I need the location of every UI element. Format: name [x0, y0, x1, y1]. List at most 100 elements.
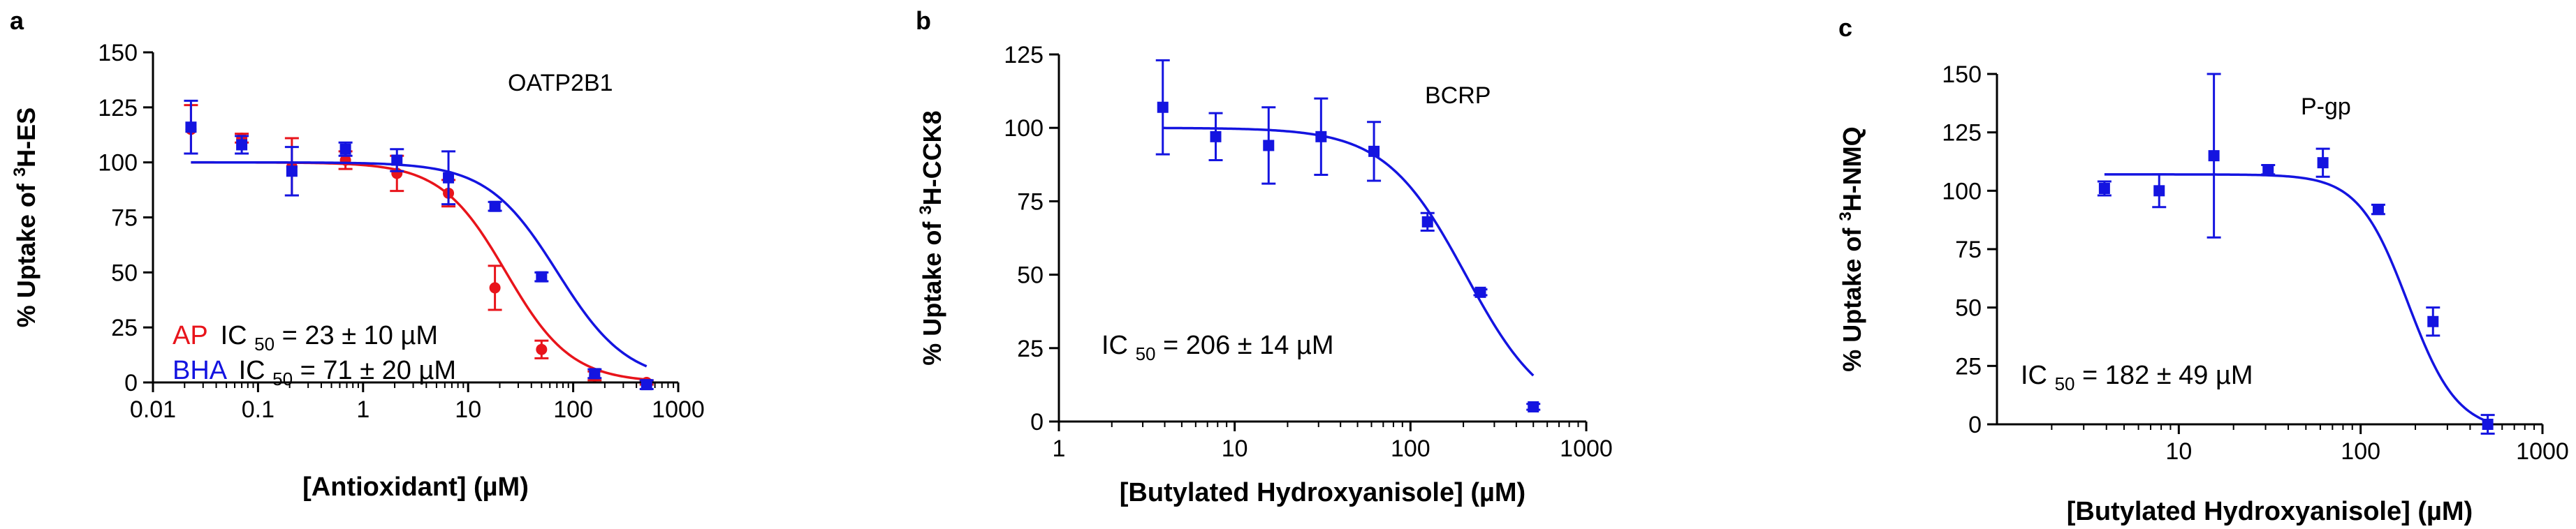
data-point	[2153, 185, 2165, 197]
fit-curve	[2104, 173, 2489, 423]
data-point	[1263, 140, 1275, 151]
ic50-value: = 23 ± 10 µM	[282, 321, 438, 350]
chart-3: 0 25 50 75 100 125 150 10 100 1000 [Butylated Hydr…	[1836, 61, 2569, 526]
y-axis-title-part: H-ES	[12, 107, 41, 167]
y-axis-title-part: % Uptake of	[1838, 221, 1866, 372]
data-point	[236, 139, 248, 151]
y-axis-title-superscript: 3	[1836, 211, 1855, 221]
data-point	[1315, 131, 1327, 142]
panel-annotation: P-gp	[2301, 94, 2351, 120]
data-point	[2262, 164, 2274, 176]
x-tick-label: 1000	[652, 396, 705, 423]
data-point	[536, 271, 548, 283]
y-tick-label: 75	[1017, 188, 1044, 215]
ic50-value: = 206 ± 14 µM	[1163, 331, 1334, 360]
y-tick-label: 25	[111, 315, 138, 341]
chart-2: 0 25 50 75 100 125 1 10 100 1000 [Butylated Hydrox…	[916, 42, 1613, 507]
series-bha	[184, 99, 654, 391]
x-tick-label: 0.01	[130, 396, 176, 423]
y-tick-label: 0	[1968, 412, 1982, 438]
ic50-value: = 71 ± 20 µM	[300, 356, 456, 385]
panel-letter: a	[10, 6, 24, 35]
data-point	[2098, 182, 2110, 194]
data-point	[489, 282, 501, 294]
data-point	[2317, 157, 2329, 169]
x-tick-label: 1000	[2516, 438, 2569, 465]
y-axis-title-part: H-NMQ	[1838, 126, 1866, 211]
data-point	[339, 143, 351, 155]
data-point	[1210, 131, 1222, 142]
y-tick-label: 50	[111, 260, 138, 286]
fit-curve	[191, 161, 647, 368]
y-tick-label: 100	[98, 150, 138, 177]
data-point	[1421, 216, 1433, 228]
ic50-value: = 182 ± 49 µM	[2082, 361, 2253, 390]
ic50-ic: IC	[239, 356, 265, 385]
y-tick-label: 150	[1942, 61, 1982, 88]
x-tick-label: 1	[356, 396, 369, 423]
panel-c: c P-gp IC 50 = 182 ± 49 µM	[1838, 13, 2351, 396]
ic50-label: BHA	[173, 356, 228, 385]
data-point	[2372, 204, 2384, 216]
ic50-subscript: 50	[2055, 373, 2075, 394]
data-point	[185, 121, 197, 133]
x-axis-title: [Butylated Hydroxyanisole] (µM)	[2067, 497, 2473, 526]
y-tick-label: 75	[1955, 237, 1982, 263]
x-tick-label: 0.1	[242, 396, 275, 423]
panel-letter: b	[916, 6, 931, 35]
y-tick-label: 0	[1030, 409, 1044, 435]
series-bha	[1155, 59, 1541, 412]
data-point	[2482, 419, 2494, 430]
data-point	[2208, 150, 2220, 162]
x-axis-title: [Antioxidant] (µM)	[302, 472, 529, 502]
y-tick-label: 125	[1004, 42, 1044, 68]
y-axis-title-superscript: 3	[10, 167, 29, 177]
series-bha	[2097, 73, 2495, 435]
y-tick-label: 100	[1942, 178, 1982, 204]
ic50-line: BHA IC 50 = 71 ± 20 µM	[173, 356, 456, 392]
x-tick-label: 10	[2165, 438, 2192, 465]
data-point	[2427, 315, 2439, 327]
data-point	[536, 343, 548, 355]
svg-text:IC 50 = 206 ±: IC 50 = 206 ± 14 µM	[1102, 331, 1334, 366]
svg-text:BHA IC 50: BHA IC 50 = 71 ± 20 µM	[173, 356, 456, 392]
y-axis-title: % Uptake of 3H-CCK8	[916, 110, 946, 365]
data-point	[589, 368, 601, 380]
y-axis-title-part: H-CCK8	[918, 110, 946, 205]
y-tick-label: 50	[1017, 262, 1044, 289]
x-tick-label: 100	[2341, 438, 2380, 465]
x-tick-label: 100	[1391, 435, 1430, 462]
data-point	[1474, 286, 1486, 298]
svg-text:IC 50 = 182 ±: IC 50 = 182 ± 49 µM	[2021, 361, 2253, 396]
ic50-line: IC 50 = 182 ± 49 µM	[2021, 361, 2253, 396]
y-tick-label: 50	[1955, 295, 1982, 322]
data-point	[391, 154, 403, 166]
ic50-ic: IC	[1102, 331, 1128, 360]
panel-a: a OATP2B1 AP IC 50 = 23 ± 10 µM BHA IC 5…	[10, 6, 613, 392]
data-point	[1157, 101, 1169, 113]
x-tick-label: 1	[1053, 435, 1066, 462]
y-axis-title: % Uptake of 3H-ES	[10, 107, 41, 327]
y-tick-label: 100	[1004, 115, 1044, 142]
ic50-ic: IC	[2021, 361, 2047, 390]
y-tick-label: 75	[111, 205, 138, 232]
y-tick-label: 25	[1955, 353, 1982, 380]
y-tick-label: 0	[124, 370, 138, 396]
y-axis-title: % Uptake of 3H-NMQ	[1836, 126, 1866, 371]
x-axis-title: [Butylated Hydroxyanisole] (µM)	[1120, 478, 1525, 507]
ic50-line: IC 50 = 206 ± 14 µM	[1102, 331, 1334, 366]
ic50-ic: IC	[221, 321, 247, 350]
data-point	[1528, 401, 1539, 412]
data-point	[489, 200, 501, 212]
y-axis-title-part: % Uptake of	[918, 215, 946, 366]
y-tick-label: 125	[1942, 120, 1982, 147]
y-tick-label: 125	[98, 95, 138, 121]
ic50-subscript: 50	[1136, 343, 1156, 364]
x-tick-label: 10	[455, 396, 481, 423]
fit-curve	[1162, 126, 1535, 377]
y-tick-label: 150	[98, 40, 138, 66]
panel-b: b BCRP IC 50 = 206 ± 14 µM	[916, 6, 1491, 366]
data-point	[286, 165, 298, 177]
